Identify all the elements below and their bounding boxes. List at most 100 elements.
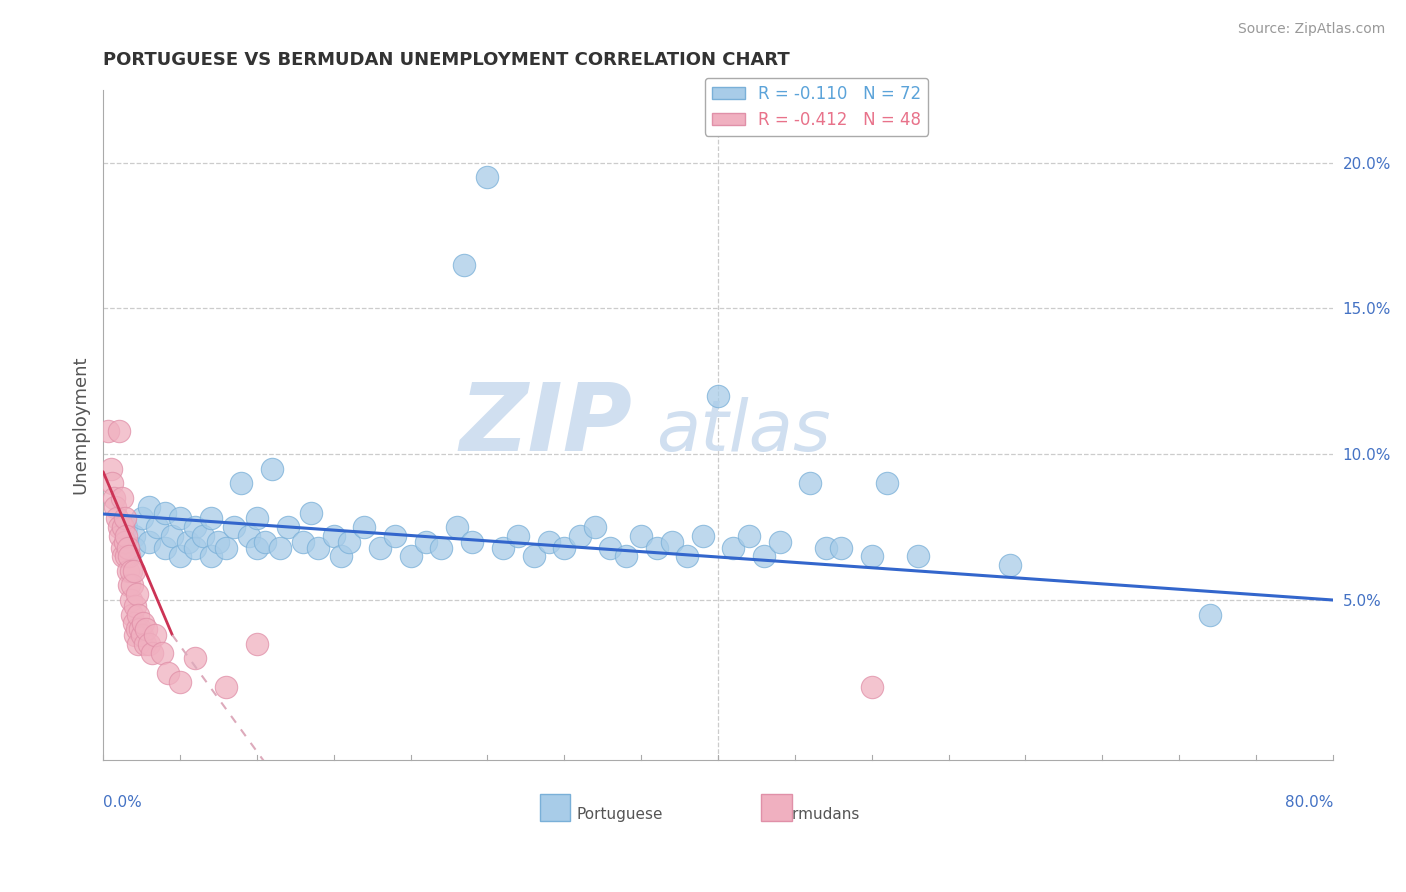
- Point: [583, 520, 606, 534]
- Text: Bermudans: Bermudans: [773, 807, 860, 822]
- Point: [262, 462, 284, 476]
- Point: [104, 500, 127, 514]
- Point: [215, 541, 238, 555]
- Point: [138, 534, 160, 549]
- Point: [146, 520, 169, 534]
- FancyBboxPatch shape: [761, 794, 792, 821]
- Point: [599, 541, 621, 555]
- Point: [522, 549, 544, 564]
- Point: [120, 593, 142, 607]
- Point: [122, 529, 145, 543]
- Point: [752, 549, 775, 564]
- Point: [115, 520, 138, 534]
- Text: PORTUGUESE VS BERMUDAN UNEMPLOYMENT CORRELATION CHART: PORTUGUESE VS BERMUDAN UNEMPLOYMENT CORR…: [103, 51, 790, 69]
- Point: [207, 534, 229, 549]
- Point: [553, 541, 575, 555]
- Point: [156, 665, 179, 680]
- Point: [322, 529, 344, 543]
- Point: [645, 541, 668, 555]
- Point: [368, 541, 391, 555]
- Point: [107, 520, 129, 534]
- FancyBboxPatch shape: [540, 794, 571, 821]
- Point: [120, 564, 142, 578]
- Point: [291, 534, 314, 549]
- Point: [453, 258, 475, 272]
- Point: [169, 549, 191, 564]
- Point: [446, 520, 468, 534]
- Point: [768, 534, 790, 549]
- Point: [127, 637, 149, 651]
- Point: [110, 541, 132, 555]
- Point: [121, 607, 143, 622]
- Point: [384, 529, 406, 543]
- Point: [661, 534, 683, 549]
- Point: [907, 549, 929, 564]
- Point: [141, 646, 163, 660]
- Point: [253, 534, 276, 549]
- Point: [121, 578, 143, 592]
- Point: [131, 511, 153, 525]
- Point: [124, 628, 146, 642]
- Point: [117, 564, 139, 578]
- Point: [114, 511, 136, 525]
- Point: [1199, 607, 1222, 622]
- Point: [145, 628, 167, 642]
- Point: [799, 476, 821, 491]
- Point: [122, 616, 145, 631]
- Point: [132, 616, 155, 631]
- Point: [153, 541, 176, 555]
- Point: [124, 599, 146, 613]
- Text: 80.0%: 80.0%: [1285, 796, 1333, 811]
- Point: [100, 462, 122, 476]
- Text: Source: ZipAtlas.com: Source: ZipAtlas.com: [1237, 22, 1385, 37]
- Point: [108, 529, 131, 543]
- Point: [135, 622, 157, 636]
- Point: [107, 424, 129, 438]
- Point: [568, 529, 591, 543]
- Point: [630, 529, 652, 543]
- Point: [723, 541, 745, 555]
- Point: [122, 564, 145, 578]
- Y-axis label: Unemployment: Unemployment: [72, 356, 89, 494]
- Point: [169, 674, 191, 689]
- Point: [246, 541, 269, 555]
- Point: [707, 389, 730, 403]
- Point: [477, 170, 499, 185]
- Point: [508, 529, 530, 543]
- Point: [307, 541, 329, 555]
- Point: [153, 506, 176, 520]
- Point: [676, 549, 699, 564]
- Point: [115, 549, 138, 564]
- Point: [191, 529, 214, 543]
- Point: [461, 534, 484, 549]
- Text: ZIP: ZIP: [458, 379, 631, 471]
- Point: [998, 558, 1021, 572]
- Point: [129, 622, 152, 636]
- Point: [246, 511, 269, 525]
- Point: [238, 529, 260, 543]
- Text: Portuguese: Portuguese: [576, 807, 662, 822]
- Point: [215, 681, 238, 695]
- Point: [830, 541, 852, 555]
- Text: atlas: atlas: [657, 397, 831, 467]
- Point: [169, 511, 191, 525]
- Point: [337, 534, 360, 549]
- Point: [105, 511, 128, 525]
- Point: [110, 491, 132, 505]
- Point: [122, 541, 145, 555]
- Point: [101, 476, 124, 491]
- Point: [537, 534, 560, 549]
- Point: [738, 529, 761, 543]
- Point: [184, 520, 207, 534]
- Point: [127, 607, 149, 622]
- Point: [131, 628, 153, 642]
- Point: [231, 476, 253, 491]
- Point: [222, 520, 245, 534]
- Point: [138, 637, 160, 651]
- Point: [269, 541, 291, 555]
- Text: 0.0%: 0.0%: [103, 796, 142, 811]
- Point: [118, 578, 141, 592]
- Point: [162, 529, 184, 543]
- Point: [138, 500, 160, 514]
- Point: [184, 651, 207, 665]
